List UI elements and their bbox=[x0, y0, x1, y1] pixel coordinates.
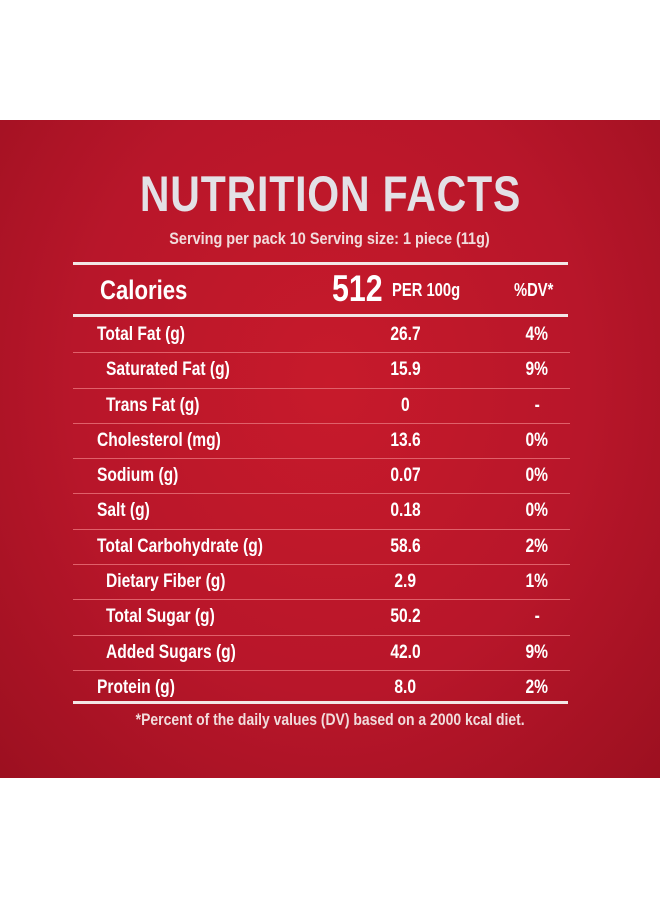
title: NUTRITION FACTS bbox=[0, 168, 660, 220]
nutrient-value: 0.07 bbox=[389, 465, 421, 487]
nutrient-value: 58.6 bbox=[389, 535, 421, 557]
nutrient-name: Protein (g) bbox=[97, 676, 175, 698]
nutrient-name: Total Fat (g) bbox=[97, 324, 185, 345]
serving-info: Serving per pack 10 Serving size: 1 piec… bbox=[0, 229, 660, 249]
dv-header: %DV* bbox=[514, 280, 554, 300]
footnote: *Percent of the daily values (DV) based … bbox=[0, 710, 660, 730]
table-row: Total Fat (g) 26.7 4% bbox=[73, 318, 570, 354]
calories-unit: PER 100g bbox=[392, 280, 461, 300]
nutrient-name: Sodium (g) bbox=[97, 465, 179, 487]
nutrient-dv: 0% bbox=[525, 465, 549, 487]
nutrient-dv: 9% bbox=[525, 359, 549, 381]
nutrient-value: 0.18 bbox=[389, 500, 421, 522]
nutrient-value: 26.7 bbox=[389, 324, 421, 345]
divider-bottom bbox=[73, 701, 568, 704]
footnote-text: *Percent of the daily values (DV) based … bbox=[135, 710, 525, 729]
nutrient-name: Dietary Fiber (g) bbox=[106, 571, 226, 593]
nutrient-value: 8.0 bbox=[394, 676, 416, 698]
nutrient-name: Cholesterol (mg) bbox=[97, 429, 221, 451]
table-row: Total Carbohydrate (g) 58.6 2% bbox=[73, 530, 570, 566]
serving-text: Serving per pack 10 Serving size: 1 piec… bbox=[169, 229, 491, 248]
table-row: Sodium (g) 0.07 0% bbox=[73, 459, 570, 495]
nutrition-panel: NUTRITION FACTS Serving per pack 10 Serv… bbox=[0, 120, 660, 778]
nutrient-name: Total Sugar (g) bbox=[106, 606, 215, 628]
calories-value: 512 bbox=[332, 268, 383, 309]
nutrient-table: Total Fat (g) 26.7 4% Saturated Fat (g) 15.9… bbox=[73, 318, 570, 705]
divider-calories bbox=[73, 314, 568, 317]
table-row: Saturated Fat (g) 15.9 9% bbox=[73, 353, 570, 389]
calories-label: Calories bbox=[100, 275, 188, 305]
table-row: Salt (g) 0.18 0% bbox=[73, 494, 570, 530]
nutrient-dv: - bbox=[534, 606, 540, 628]
nutrient-name: Salt (g) bbox=[97, 500, 150, 522]
nutrient-dv: 4% bbox=[525, 324, 549, 345]
table-row: Dietary Fiber (g) 2.9 1% bbox=[73, 565, 570, 601]
nutrient-dv: 2% bbox=[525, 676, 549, 698]
nutrient-dv: - bbox=[534, 394, 540, 416]
table-row: Total Sugar (g) 50.2 - bbox=[73, 600, 570, 636]
title-text: NUTRITION FACTS bbox=[139, 166, 521, 222]
nutrient-name: Total Carbohydrate (g) bbox=[97, 535, 263, 557]
nutrient-value: 2.9 bbox=[394, 571, 416, 593]
table-row: Protein (g) 8.0 2% bbox=[73, 671, 570, 705]
calories-row: Calories 512 PER 100g %DV* bbox=[73, 267, 568, 313]
divider-top bbox=[73, 262, 568, 265]
nutrient-dv: 9% bbox=[525, 641, 549, 663]
nutrient-dv: 2% bbox=[525, 535, 549, 557]
nutrient-dv: 1% bbox=[525, 571, 549, 593]
nutrient-value: 50.2 bbox=[389, 606, 421, 628]
nutrient-value: 15.9 bbox=[389, 359, 421, 381]
nutrient-dv: 0% bbox=[525, 500, 549, 522]
nutrient-value: 13.6 bbox=[389, 429, 421, 451]
nutrient-name: Trans Fat (g) bbox=[106, 394, 200, 416]
nutrient-value: 0 bbox=[400, 394, 410, 416]
nutrient-name: Saturated Fat (g) bbox=[106, 359, 230, 381]
nutrient-name: Added Sugars (g) bbox=[106, 641, 236, 663]
table-row: Trans Fat (g) 0 - bbox=[73, 389, 570, 424]
nutrient-value: 42.0 bbox=[389, 641, 421, 663]
table-row: Cholesterol (mg) 13.6 0% bbox=[73, 424, 570, 460]
table-row: Added Sugars (g) 42.0 9% bbox=[73, 636, 570, 671]
nutrient-dv: 0% bbox=[525, 429, 549, 451]
